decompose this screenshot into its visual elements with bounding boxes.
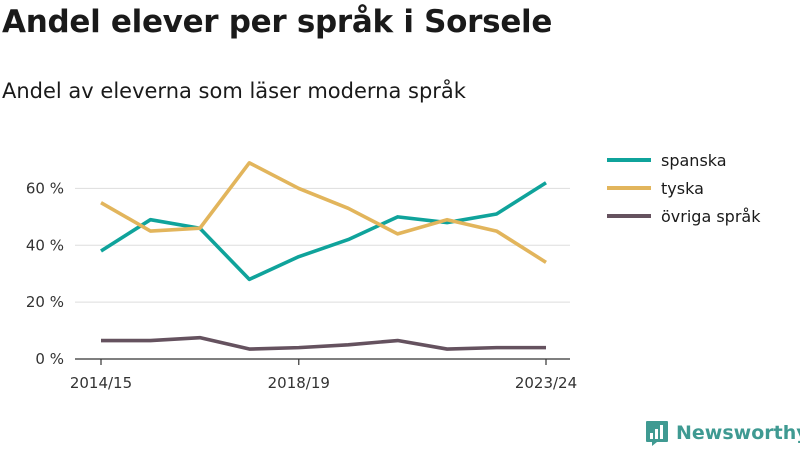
x-axis: 2014/15 2018/19 2023/24 [70,358,577,392]
y-tick-label: 0 % [35,350,64,368]
newsworthy-logo-icon [646,420,668,446]
legend-label: övriga språk [661,207,761,226]
legend-label: tyska [661,179,704,198]
series-lines [100,161,547,351]
series-line-övriga-språk [101,335,546,351]
grid-lines [75,187,570,303]
x-tick-label: 2014/15 [70,374,132,392]
chart-subtitle: Andel av eleverna som läser moderna språ… [2,79,466,103]
y-axis-tick-labels: 0 % 20 % 40 % 60 % [26,179,64,368]
legend: spanska tyska övriga språk [607,151,761,226]
y-tick-label: 40 % [26,236,64,254]
y-tick-label: 60 % [26,179,64,197]
x-tick-label: 2023/24 [515,374,577,392]
series-line-spanska [100,181,547,282]
legend-label: spanska [661,151,727,170]
x-tick-label: 2018/19 [268,374,330,392]
chart-title: Andel elever per språk i Sorsele [2,4,553,40]
brand-logo: Newsworthy [645,419,800,447]
series-line-tyska [100,161,547,264]
y-tick-label: 20 % [26,293,64,311]
brand-name: Newsworthy [676,422,800,444]
